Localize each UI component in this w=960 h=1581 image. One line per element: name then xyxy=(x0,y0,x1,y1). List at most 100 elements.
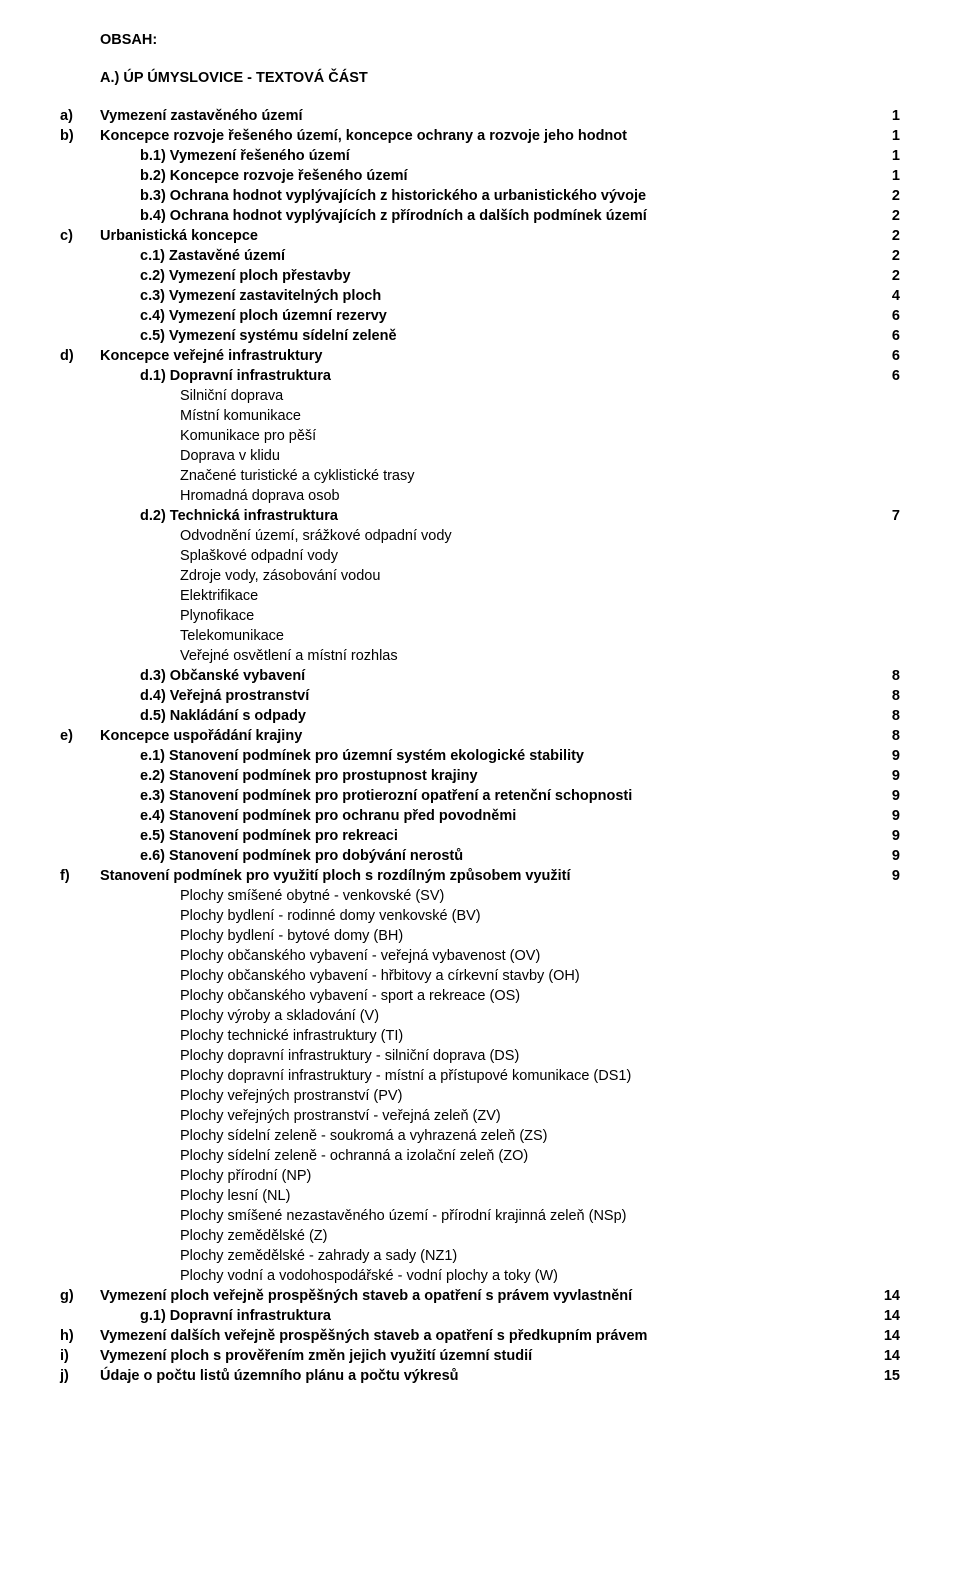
toc-page-number: 8 xyxy=(870,686,900,706)
toc-row: Silniční doprava xyxy=(60,386,900,406)
toc-page-number: 8 xyxy=(870,706,900,726)
toc-row: Plochy dopravní infrastruktury - místní … xyxy=(60,1066,900,1086)
toc-page-number: 2 xyxy=(870,246,900,266)
toc-row: d.1) Dopravní infrastruktura6 xyxy=(60,366,900,386)
toc-page-number: 6 xyxy=(870,366,900,386)
toc-label: c.2) Vymezení ploch přestavby xyxy=(100,266,870,286)
toc-page-number: 2 xyxy=(870,206,900,226)
toc-label: Místní komunikace xyxy=(100,406,870,426)
toc-row: Plochy smíšené nezastavěného území - pří… xyxy=(60,1206,900,1226)
toc-row: i)Vymezení ploch s prověřením změn jejic… xyxy=(60,1346,900,1366)
toc-label: d.1) Dopravní infrastruktura xyxy=(100,366,870,386)
toc-row: e.6) Stanovení podmínek pro dobývání ner… xyxy=(60,846,900,866)
toc-row: e)Koncepce uspořádání krajiny8 xyxy=(60,726,900,746)
toc-row: Plochy smíšené obytné - venkovské (SV) xyxy=(60,886,900,906)
toc-row: d.4) Veřejná prostranství8 xyxy=(60,686,900,706)
toc-page-number: 9 xyxy=(870,846,900,866)
toc-row: Plochy sídelní zeleně - soukromá a vyhra… xyxy=(60,1126,900,1146)
toc-label: d.3) Občanské vybavení xyxy=(100,666,870,686)
toc-label: Plochy bydlení - bytové domy (BH) xyxy=(100,926,870,946)
toc-label: Doprava v klidu xyxy=(100,446,870,466)
toc-row: d.3) Občanské vybavení8 xyxy=(60,666,900,686)
toc-page-number: 14 xyxy=(870,1286,900,1306)
toc-label: e.6) Stanovení podmínek pro dobývání ner… xyxy=(100,846,870,866)
toc-row: b.2) Koncepce rozvoje řešeného území1 xyxy=(60,166,900,186)
toc-label: Údaje o počtu listů územního plánu a poč… xyxy=(100,1366,870,1386)
toc-row: d.5) Nakládání s odpady8 xyxy=(60,706,900,726)
toc-row: g.1) Dopravní infrastruktura14 xyxy=(60,1306,900,1326)
toc-label: g.1) Dopravní infrastruktura xyxy=(100,1306,870,1326)
toc-row: d)Koncepce veřejné infrastruktury6 xyxy=(60,346,900,366)
toc-row: Zdroje vody, zásobování vodou xyxy=(60,566,900,586)
toc-label: b.1) Vymezení řešeného území xyxy=(100,146,870,166)
toc-label: Vymezení zastavěného území xyxy=(100,106,870,126)
toc-letter: h) xyxy=(60,1326,100,1346)
toc-page-number: 8 xyxy=(870,726,900,746)
toc-label: Plochy občanského vybavení - veřejná vyb… xyxy=(100,946,870,966)
toc-label: Plochy smíšené obytné - venkovské (SV) xyxy=(100,886,870,906)
toc-row: Plochy sídelní zeleně - ochranná a izola… xyxy=(60,1146,900,1166)
toc-page-number: 7 xyxy=(870,506,900,526)
toc-label: Koncepce rozvoje řešeného území, koncepc… xyxy=(100,126,870,146)
toc-row: e.4) Stanovení podmínek pro ochranu před… xyxy=(60,806,900,826)
toc-row: Plochy bydlení - rodinné domy venkovské … xyxy=(60,906,900,926)
toc-page-number: 14 xyxy=(870,1326,900,1346)
toc-row: Plochy občanského vybavení - sport a rek… xyxy=(60,986,900,1006)
toc-label: Plochy dopravní infrastruktury - místní … xyxy=(100,1066,870,1086)
toc-label: Plochy veřejných prostranství - veřejná … xyxy=(100,1106,870,1126)
toc-row: a)Vymezení zastavěného území1 xyxy=(60,106,900,126)
toc-row: c.2) Vymezení ploch přestavby2 xyxy=(60,266,900,286)
section-heading: A.) ÚP ÚMYSLOVICE - TEXTOVÁ ČÁST xyxy=(60,68,900,88)
toc-label: d.4) Veřejná prostranství xyxy=(100,686,870,706)
toc-page-number: 9 xyxy=(870,826,900,846)
toc-row: Plochy přírodní (NP) xyxy=(60,1166,900,1186)
toc-label: Vymezení ploch veřejně prospěšných stave… xyxy=(100,1286,870,1306)
toc-row: g)Vymezení ploch veřejně prospěšných sta… xyxy=(60,1286,900,1306)
toc-label: Koncepce uspořádání krajiny xyxy=(100,726,870,746)
toc-label: Plochy zemědělské (Z) xyxy=(100,1226,870,1246)
toc-label: e.1) Stanovení podmínek pro územní systé… xyxy=(100,746,870,766)
toc-label: Komunikace pro pěší xyxy=(100,426,870,446)
toc-label: Urbanistická koncepce xyxy=(100,226,870,246)
toc-label: c.3) Vymezení zastavitelných ploch xyxy=(100,286,870,306)
toc-label: d.5) Nakládání s odpady xyxy=(100,706,870,726)
toc-row: Místní komunikace xyxy=(60,406,900,426)
toc-letter: a) xyxy=(60,106,100,126)
toc-row: e.5) Stanovení podmínek pro rekreaci9 xyxy=(60,826,900,846)
toc-page-number: 8 xyxy=(870,666,900,686)
toc-label: Plochy občanského vybavení - hřbitovy a … xyxy=(100,966,870,986)
toc-label: Plochy smíšené nezastavěného území - pří… xyxy=(100,1206,870,1226)
toc-page-number: 4 xyxy=(870,286,900,306)
toc-row: Plochy vodní a vodohospodářské - vodní p… xyxy=(60,1266,900,1286)
toc-row: Plochy výroby a skladování (V) xyxy=(60,1006,900,1026)
toc-row: Komunikace pro pěší xyxy=(60,426,900,446)
toc-row: Plochy technické infrastruktury (TI) xyxy=(60,1026,900,1046)
toc-row: Plochy veřejných prostranství (PV) xyxy=(60,1086,900,1106)
toc-page-number: 15 xyxy=(870,1366,900,1386)
toc-row: Telekomunikace xyxy=(60,626,900,646)
toc-label: Vymezení ploch s prověřením změn jejich … xyxy=(100,1346,870,1366)
toc-label: Plochy přírodní (NP) xyxy=(100,1166,870,1186)
toc-label: e.4) Stanovení podmínek pro ochranu před… xyxy=(100,806,870,826)
toc-row: j)Údaje o počtu listů územního plánu a p… xyxy=(60,1366,900,1386)
toc-row: c)Urbanistická koncepce2 xyxy=(60,226,900,246)
toc-row: e.1) Stanovení podmínek pro územní systé… xyxy=(60,746,900,766)
toc-letter: c) xyxy=(60,226,100,246)
toc-page-number: 6 xyxy=(870,306,900,326)
toc-label: Značené turistické a cyklistické trasy xyxy=(100,466,870,486)
toc-label: Plynofikace xyxy=(100,606,870,626)
toc-label: Plochy dopravní infrastruktury - silničn… xyxy=(100,1046,870,1066)
toc-label: d.2) Technická infrastruktura xyxy=(100,506,870,526)
toc-label: Plochy technické infrastruktury (TI) xyxy=(100,1026,870,1046)
toc-row: Plochy bydlení - bytové domy (BH) xyxy=(60,926,900,946)
toc-row: e.2) Stanovení podmínek pro prostupnost … xyxy=(60,766,900,786)
toc-row: Plochy občanského vybavení - veřejná vyb… xyxy=(60,946,900,966)
toc-label: Veřejné osvětlení a místní rozhlas xyxy=(100,646,870,666)
toc-label: Plochy lesní (NL) xyxy=(100,1186,870,1206)
toc-row: h)Vymezení dalších veřejně prospěšných s… xyxy=(60,1326,900,1346)
toc-row: c.5) Vymezení systému sídelní zeleně6 xyxy=(60,326,900,346)
toc-letter: e) xyxy=(60,726,100,746)
toc-label: Koncepce veřejné infrastruktury xyxy=(100,346,870,366)
toc-page-number: 6 xyxy=(870,346,900,366)
toc-page-number: 1 xyxy=(870,106,900,126)
